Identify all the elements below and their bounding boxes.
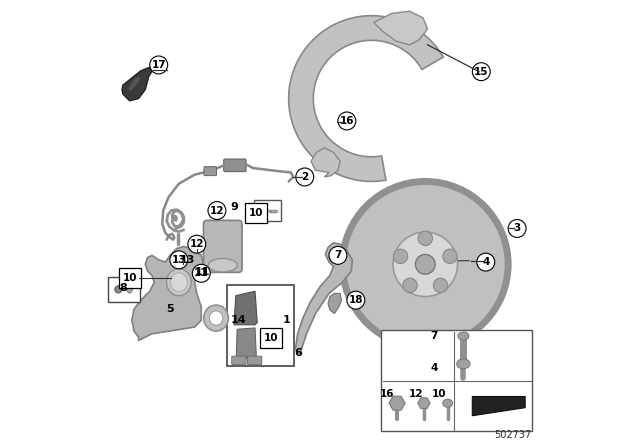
- Text: 11: 11: [194, 268, 209, 278]
- Ellipse shape: [443, 249, 457, 263]
- FancyBboxPatch shape: [224, 159, 246, 172]
- FancyBboxPatch shape: [108, 277, 140, 302]
- Ellipse shape: [209, 311, 223, 325]
- Polygon shape: [418, 398, 430, 409]
- Text: 3: 3: [513, 224, 521, 233]
- Ellipse shape: [418, 231, 433, 246]
- Ellipse shape: [403, 278, 417, 293]
- Text: 2: 2: [301, 172, 308, 182]
- Text: 6: 6: [294, 348, 303, 358]
- Text: 13: 13: [180, 255, 196, 265]
- Text: 10: 10: [249, 208, 264, 218]
- Circle shape: [338, 112, 356, 130]
- Ellipse shape: [204, 305, 228, 331]
- Polygon shape: [236, 328, 257, 358]
- Circle shape: [208, 202, 226, 220]
- FancyBboxPatch shape: [204, 220, 242, 272]
- Ellipse shape: [433, 278, 448, 293]
- Circle shape: [347, 291, 365, 309]
- Circle shape: [329, 246, 347, 264]
- Text: 18: 18: [349, 295, 363, 305]
- Circle shape: [150, 56, 168, 74]
- Ellipse shape: [393, 232, 458, 297]
- Polygon shape: [374, 11, 428, 45]
- Ellipse shape: [166, 269, 191, 296]
- Text: 14: 14: [230, 315, 246, 325]
- Text: 13: 13: [172, 255, 186, 265]
- Ellipse shape: [456, 359, 470, 369]
- Circle shape: [296, 168, 314, 186]
- Text: 17: 17: [152, 60, 166, 70]
- FancyBboxPatch shape: [232, 356, 246, 365]
- Circle shape: [188, 235, 206, 253]
- Ellipse shape: [208, 258, 237, 272]
- Polygon shape: [296, 243, 352, 354]
- Text: 12: 12: [210, 206, 224, 215]
- Polygon shape: [389, 396, 405, 410]
- Circle shape: [477, 253, 495, 271]
- FancyBboxPatch shape: [118, 268, 141, 288]
- Polygon shape: [122, 66, 154, 101]
- Text: 16: 16: [380, 389, 394, 399]
- Text: 7: 7: [334, 250, 342, 260]
- Circle shape: [508, 220, 526, 237]
- Circle shape: [170, 251, 188, 269]
- FancyBboxPatch shape: [253, 200, 281, 221]
- Text: 8: 8: [119, 283, 127, 293]
- FancyBboxPatch shape: [260, 328, 282, 348]
- Text: 12: 12: [408, 389, 423, 399]
- Polygon shape: [128, 76, 140, 90]
- Ellipse shape: [115, 286, 122, 293]
- Polygon shape: [289, 16, 444, 181]
- Text: 15: 15: [474, 67, 488, 77]
- Circle shape: [472, 63, 490, 81]
- Text: 7: 7: [430, 331, 438, 341]
- FancyBboxPatch shape: [381, 330, 532, 431]
- Text: 9: 9: [230, 202, 238, 212]
- Text: 502737: 502737: [494, 431, 531, 440]
- Polygon shape: [132, 246, 204, 340]
- Ellipse shape: [261, 207, 268, 215]
- Text: 10: 10: [122, 273, 137, 283]
- Polygon shape: [328, 293, 342, 314]
- Ellipse shape: [443, 399, 452, 407]
- Text: 12: 12: [189, 239, 204, 249]
- Ellipse shape: [458, 332, 469, 340]
- Polygon shape: [311, 148, 340, 177]
- Ellipse shape: [394, 249, 408, 263]
- Polygon shape: [234, 291, 257, 325]
- Ellipse shape: [342, 181, 508, 347]
- Ellipse shape: [127, 286, 132, 293]
- FancyBboxPatch shape: [248, 356, 262, 365]
- Ellipse shape: [170, 273, 188, 292]
- Polygon shape: [472, 396, 525, 416]
- Ellipse shape: [415, 254, 435, 274]
- Text: 10: 10: [431, 389, 446, 399]
- Text: 11: 11: [195, 267, 211, 277]
- FancyBboxPatch shape: [245, 203, 268, 223]
- Text: 16: 16: [340, 116, 354, 126]
- Circle shape: [193, 264, 211, 282]
- Text: 10: 10: [264, 333, 278, 343]
- Text: 1: 1: [282, 315, 291, 325]
- Text: 4: 4: [482, 257, 490, 267]
- FancyBboxPatch shape: [204, 167, 216, 176]
- Text: 4: 4: [430, 363, 438, 373]
- FancyBboxPatch shape: [227, 285, 294, 366]
- Text: 5: 5: [166, 304, 173, 314]
